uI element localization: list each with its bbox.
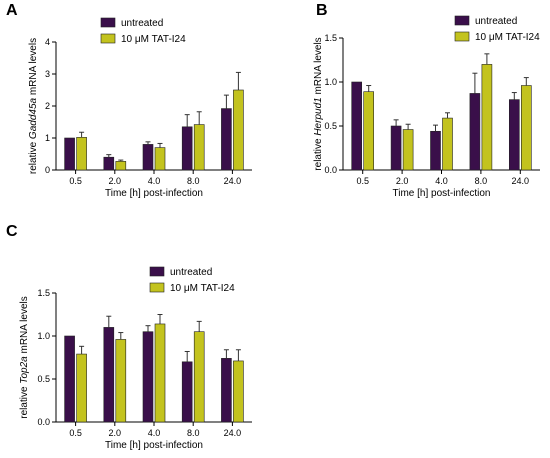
y-tick-label: 3 xyxy=(45,69,50,79)
y-tick-label: 0.0 xyxy=(37,417,50,427)
y-axis-title-part: relative xyxy=(19,384,30,419)
y-tick-label: 1.0 xyxy=(324,77,337,87)
legend: untreated 10 μM TAT-I24 xyxy=(149,266,235,294)
x-tick-label: 24.0 xyxy=(512,176,530,186)
y-tick-label: 1.5 xyxy=(37,288,50,298)
bar-treated-24_0 xyxy=(233,360,244,423)
y-tick-label: 1 xyxy=(45,133,50,143)
y-tick-label: 0 xyxy=(45,165,50,175)
bar-untreated-2_0 xyxy=(103,156,115,171)
bar-treated-0_5 xyxy=(76,353,87,423)
x-tick-label: 4.0 xyxy=(435,176,448,186)
legend-label: untreated xyxy=(475,16,517,27)
y-axis-title: relative Top2a mRNA levels xyxy=(19,296,30,418)
bar-treated-8_0 xyxy=(193,124,205,171)
bar-treated-2_0 xyxy=(402,129,414,171)
bar-untreated-8_0 xyxy=(181,361,193,423)
x-tick-label: 24.0 xyxy=(224,176,242,186)
x-tick-label: 8.0 xyxy=(187,428,200,438)
panel-letter: A xyxy=(6,2,18,19)
x-tick-label: 2.0 xyxy=(109,176,122,186)
bar-treated-8_0 xyxy=(481,64,493,171)
x-tick-label: 4.0 xyxy=(148,176,161,186)
panel-letter: C xyxy=(6,223,18,240)
legend-swatch-treated xyxy=(100,33,116,44)
bar-untreated-0_5 xyxy=(351,81,363,171)
legend: untreated 10 μM TAT-I24 xyxy=(100,17,186,45)
bar-treated-2_0 xyxy=(115,161,127,171)
legend-label: 10 μM TAT-I24 xyxy=(170,283,235,294)
x-tick-label: 24.0 xyxy=(224,428,242,438)
y-tick-label: 1.5 xyxy=(324,33,337,43)
chart-panel-a: A 0 1 2 3 4 0.5 2.0 4.0 8.0 24.0 Time [h] post-infe… xyxy=(6,2,252,199)
gene-name: Top2a xyxy=(19,356,30,384)
bar-treated-4_0 xyxy=(442,117,453,171)
y-tick-label: 0.5 xyxy=(324,121,337,131)
y-tick-label: 1.0 xyxy=(37,331,50,341)
x-tick-label: 8.0 xyxy=(475,176,488,186)
x-tick-label: 2.0 xyxy=(396,176,409,186)
y-axis-title: relative Herpud1 mRNA levels xyxy=(313,37,324,170)
bar-untreated-24_0 xyxy=(221,108,232,171)
x-tick-label: 8.0 xyxy=(187,176,200,186)
legend: untreated 10 μM TAT-I24 xyxy=(454,15,540,43)
legend-label: untreated xyxy=(121,18,163,29)
x-axis-title: Time [h] post-infection xyxy=(392,188,490,199)
x-tick-label: 0.5 xyxy=(69,176,82,186)
y-axis-title-part: relative xyxy=(313,136,324,171)
panel-letter: B xyxy=(316,2,328,19)
gene-name: Gadd45a xyxy=(28,97,39,139)
bar-untreated-4_0 xyxy=(142,144,154,171)
x-axis-title: Time [h] post-infection xyxy=(105,440,203,451)
y-axis-title-part: mRNA levels xyxy=(313,37,324,97)
bar-untreated-2_0 xyxy=(103,327,115,423)
bar-treated-24_0 xyxy=(520,85,532,171)
bar-untreated-24_0 xyxy=(221,358,232,423)
x-tick-label: 0.5 xyxy=(69,428,82,438)
bar-untreated-0_5 xyxy=(64,137,75,171)
x-tick-label: 4.0 xyxy=(148,428,161,438)
bar-untreated-4_0 xyxy=(430,130,441,171)
bar-treated-0_5 xyxy=(76,137,87,171)
bar-treated-4_0 xyxy=(154,147,166,171)
y-tick-label: 0.5 xyxy=(37,374,50,384)
bar-treated-24_0 xyxy=(233,89,244,171)
bar-treated-2_0 xyxy=(115,339,127,423)
y-axis-title-part: mRNA levels xyxy=(19,296,30,356)
y-axis-title-part: relative xyxy=(28,139,39,174)
legend-swatch-untreated xyxy=(149,266,165,277)
chart-panel-c: C 0.0 0.5 1.0 1.5 0.5 2.0 4.0 8.0 24.0 Time [h] po… xyxy=(6,223,252,451)
y-tick-label: 2 xyxy=(45,101,50,111)
bar-untreated-0_5 xyxy=(64,335,75,423)
bar-treated-0_5 xyxy=(363,91,375,171)
legend-swatch-untreated xyxy=(100,17,116,28)
bar-treated-4_0 xyxy=(154,323,166,423)
bar-untreated-8_0 xyxy=(181,126,193,171)
bar-untreated-24_0 xyxy=(508,99,520,171)
gene-name: Herpud1 xyxy=(313,97,324,135)
y-tick-label: 4 xyxy=(45,37,50,47)
legend-swatch-treated xyxy=(149,282,165,293)
x-tick-label: 0.5 xyxy=(356,176,369,186)
chart-panel-b: B 0.0 0.5 1.0 1.5 0.5 2.0 4.0 8.0 24.0 Time [h] po… xyxy=(313,2,540,199)
x-axis-title: Time [h] post-infection xyxy=(105,188,203,199)
y-axis-title: relative Gadd45a mRNA levels xyxy=(28,38,39,174)
legend-label: 10 μM TAT-I24 xyxy=(475,32,540,43)
legend-label: untreated xyxy=(170,267,212,278)
legend-label: 10 μM TAT-I24 xyxy=(121,34,186,45)
y-tick-label: 0.0 xyxy=(324,165,337,175)
bar-treated-8_0 xyxy=(193,331,205,423)
legend-swatch-untreated xyxy=(454,15,470,26)
legend-swatch-treated xyxy=(454,31,470,42)
bar-untreated-2_0 xyxy=(390,125,402,171)
y-axis-title-part: mRNA levels xyxy=(28,38,39,98)
x-tick-label: 2.0 xyxy=(109,428,122,438)
bar-untreated-4_0 xyxy=(142,331,154,423)
bar-untreated-8_0 xyxy=(469,93,481,171)
